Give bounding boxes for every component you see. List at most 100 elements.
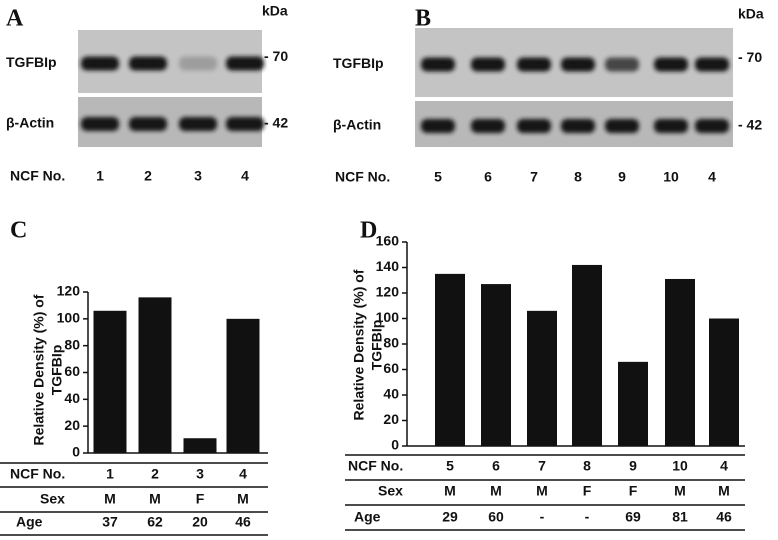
size-marker: - 70 [738,49,762,65]
lane-number: 3 [194,168,202,184]
table-cell: M [104,491,116,507]
x-tick-label: 4 [720,458,728,474]
y-tick-label: 80 [383,335,399,351]
y-tick-label: 120 [376,284,400,300]
lane-number: 8 [574,169,582,185]
blot-band [517,119,551,133]
blot-band [226,56,264,71]
bar [138,297,172,453]
table-row-label: NCF No. [348,458,403,474]
table-cell: F [629,483,638,499]
table-cell: 62 [147,514,163,530]
y-tick-label: 20 [383,411,399,427]
lane-number: 10 [663,169,679,185]
y-axis-label: Relative Density (%) of [351,269,367,420]
table-cell: F [196,491,205,507]
blot-band [81,56,119,71]
panel-letter: B [415,6,431,32]
lane-number: 2 [144,168,152,184]
bar [618,361,648,446]
x-tick-label: 1 [106,466,114,482]
y-tick-label: 140 [376,258,400,274]
panel-letter: C [10,218,27,244]
blot-band [179,56,217,71]
blot-band [695,57,729,72]
blot-band [695,119,729,133]
blot-band [471,57,505,72]
y-tick-label: 80 [64,336,80,352]
table-row-label: Sex [40,491,65,507]
x-tick-label: 7 [538,458,546,474]
bar [481,284,511,446]
blot-band [179,117,217,131]
x-tick-label: 6 [492,458,500,474]
lane-number: 1 [96,168,104,184]
x-tick-label: 3 [196,466,204,482]
blot-band [81,117,119,131]
x-tick-label: 4 [239,466,247,482]
panel-letter: D [360,218,377,244]
lane-number: 5 [434,169,442,185]
table-cell: M [237,491,249,507]
blot-band [605,119,639,133]
bar [93,310,127,453]
table-cell: - [540,509,545,525]
blot-band [561,57,595,72]
x-tick-label: 5 [446,458,454,474]
table-row-label: Age [16,514,43,530]
table-cell: - [585,509,590,525]
blot-band [517,57,551,72]
blot-band [421,57,455,72]
y-tick-label: 60 [64,363,80,379]
row-label: β-Actin [333,117,381,133]
y-axis-label: TGFBIp [49,345,65,396]
table-cell: M [536,483,548,499]
bar [572,264,602,446]
table-cell: 60 [488,509,504,525]
bar [527,310,557,446]
bar [665,278,695,446]
y-tick-label: 120 [57,283,81,299]
blot-band [605,57,639,72]
table-cell: 46 [716,509,732,525]
y-tick-label: 160 [376,233,400,249]
x-tick-label: 9 [629,458,637,474]
table-cell: 29 [442,509,458,525]
x-tick-label: 2 [151,466,159,482]
x-tick-label: 8 [583,458,591,474]
lane-label: NCF No. [10,168,65,184]
table-row-label: NCF No. [10,466,65,482]
size-marker: - 70 [264,48,288,64]
blot-band [654,57,688,72]
table-cell: 69 [625,509,641,525]
lane-number: 9 [618,169,626,185]
table-cell: M [444,483,456,499]
blot-band [654,119,688,133]
table-cell: 20 [192,514,208,530]
table-row-label: Sex [378,483,403,499]
blot-band [471,119,505,133]
y-axis-label: Relative Density (%) of [31,294,47,445]
unit-label: kDa [738,6,764,22]
blot-band [561,119,595,133]
table-row-label: Age [354,509,381,525]
unit-label: kDa [262,3,288,19]
y-tick-label: 60 [383,360,399,376]
y-tick-label: 0 [72,444,80,460]
table-cell: M [490,483,502,499]
table-cell: 37 [102,514,118,530]
bar [709,318,739,446]
size-marker: - 42 [738,117,762,133]
blot-band [421,119,455,133]
blot-band [129,117,167,131]
x-tick-label: 10 [672,458,688,474]
table-cell: M [674,483,686,499]
lane-number: 7 [530,169,538,185]
y-tick-label: 40 [64,390,80,406]
y-tick-label: 0 [391,437,399,453]
bar [435,273,465,446]
table-cell: 81 [672,509,688,525]
row-label: TGFBIp [333,55,384,71]
row-label: TGFBIp [6,54,57,70]
